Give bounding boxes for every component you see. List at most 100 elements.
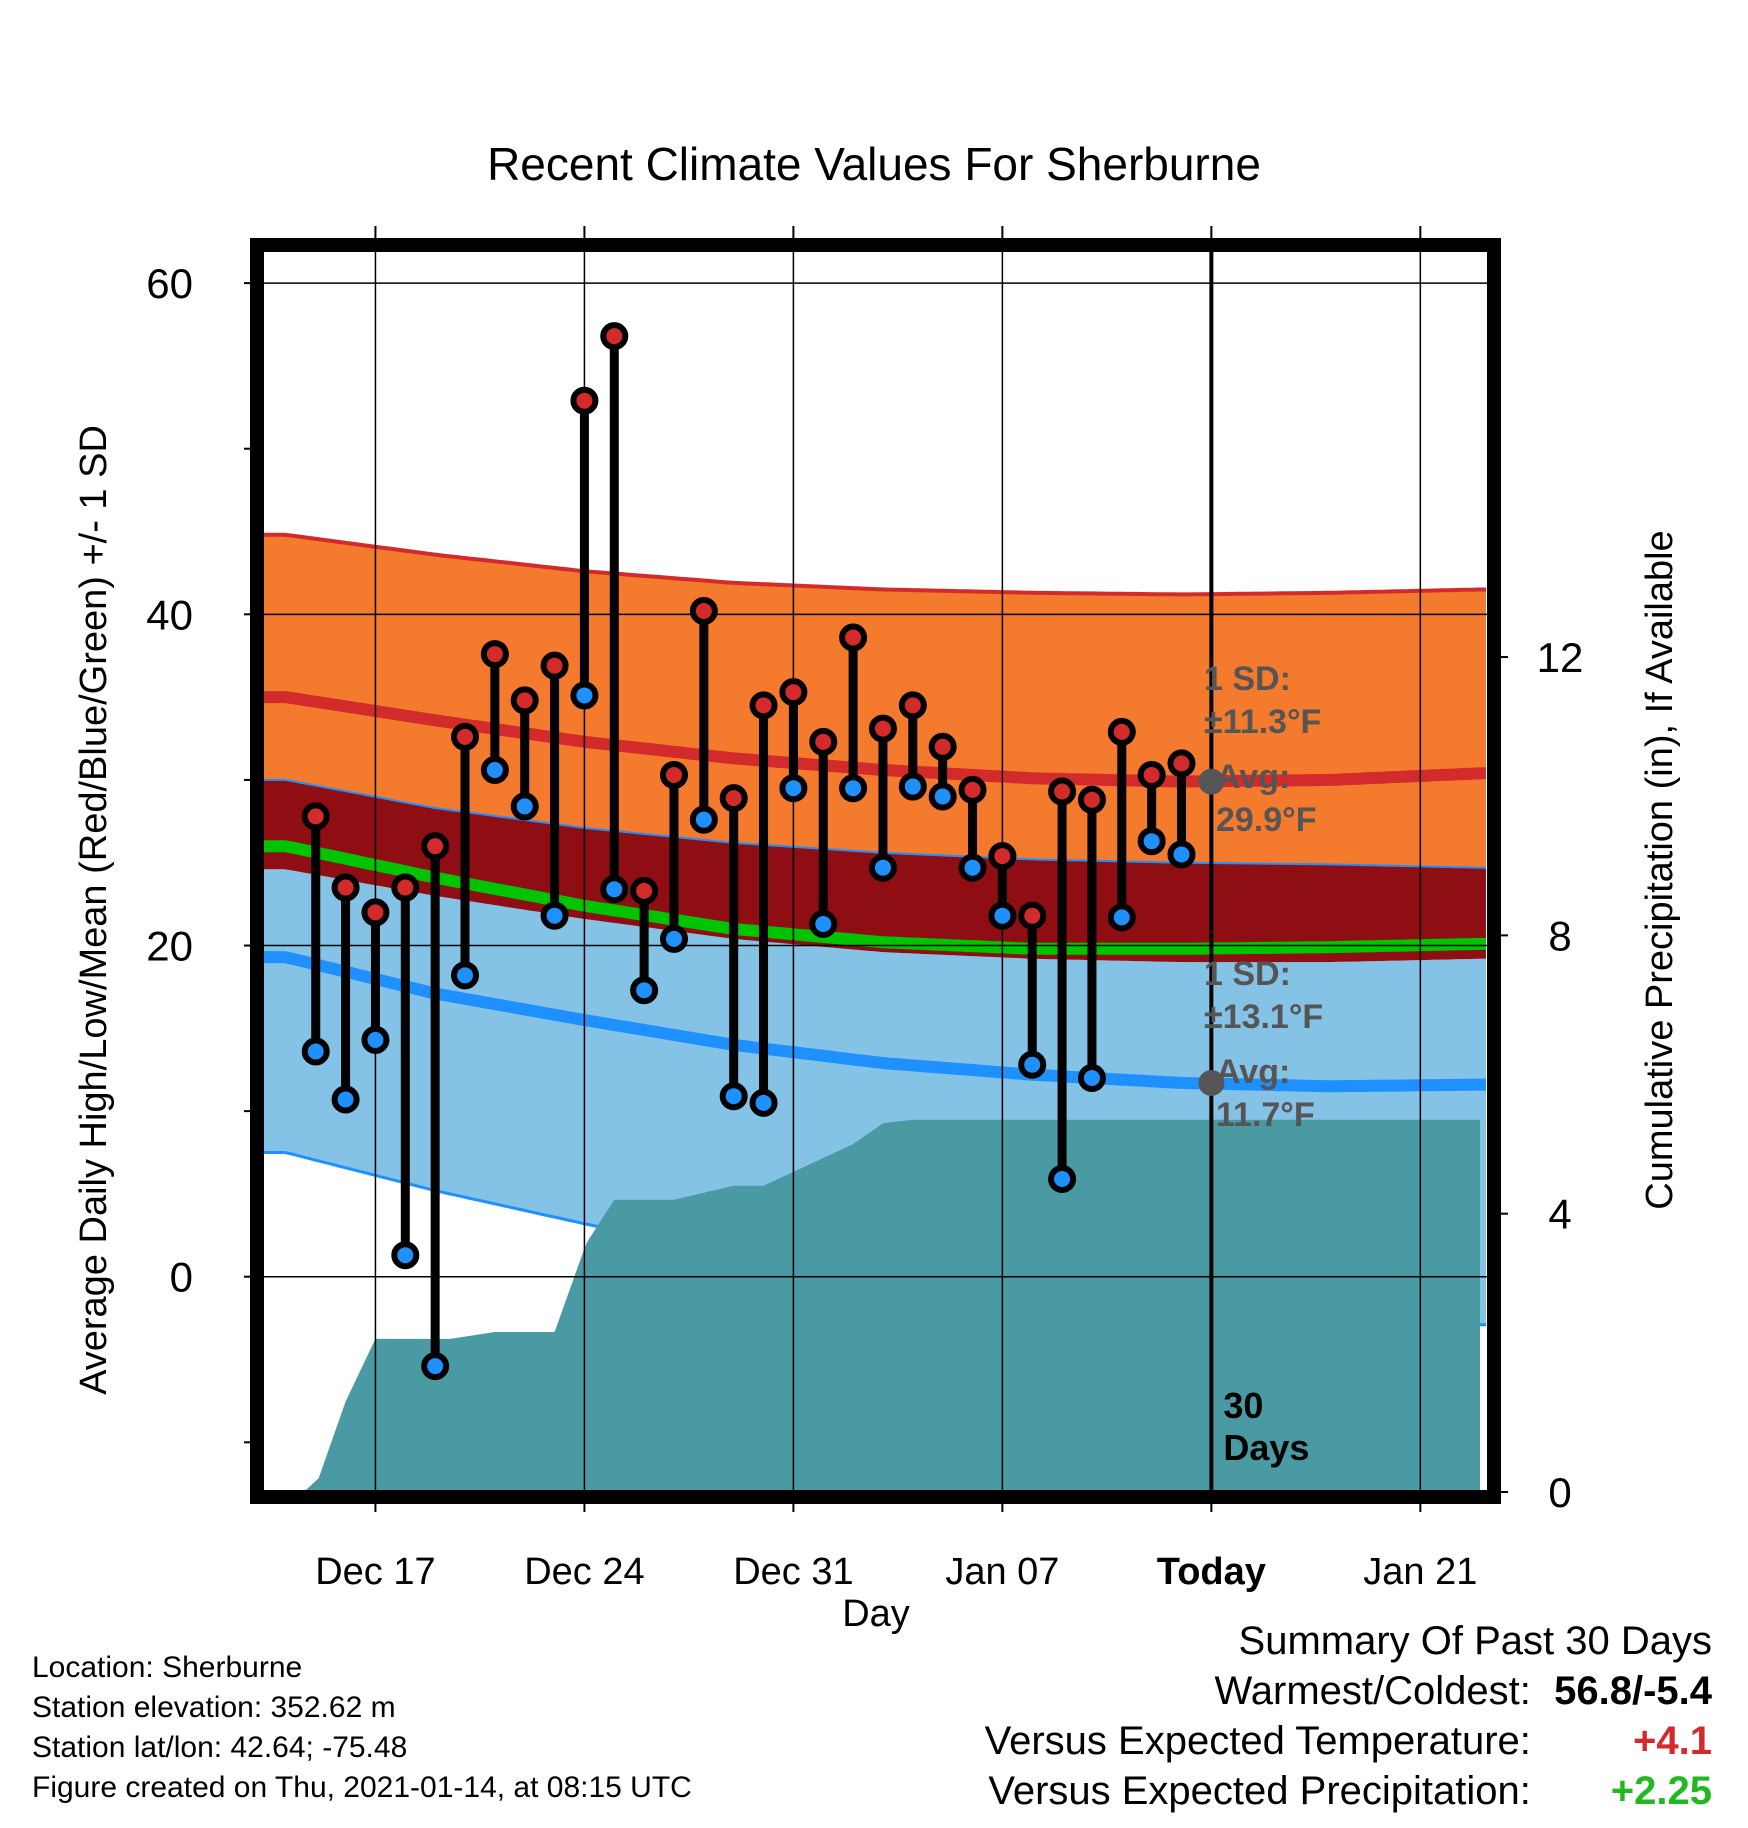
summary-warm-cold-row: Warmest/Coldest: 56.8/-5.4 [985,1666,1713,1716]
low-point [988,901,1017,930]
low-point [1048,1165,1077,1194]
low-point [839,774,868,803]
high-point [510,686,539,715]
high-point [1048,777,1077,806]
high-point [480,640,509,669]
low-point [480,755,509,784]
today-days-label-0: 30 [1223,1385,1263,1426]
summary-title: Summary Of Past 30 Days [1238,1619,1712,1663]
high-point [689,597,718,626]
y2-tick-label: 4 [1548,1191,1571,1238]
warm-cold-label: Warmest/Coldest: [1214,1669,1531,1713]
low-point [600,875,629,904]
low-point [451,961,480,990]
low-point [689,805,718,834]
y-tick-label: 0 [170,1254,193,1301]
elevation-text: Station elevation: 352.62 m [32,1691,396,1724]
y-tick-label: 20 [146,923,193,970]
high-point [331,873,360,902]
high-point [1018,901,1047,930]
low-point [779,774,808,803]
y2-tick-label: 0 [1548,1469,1571,1516]
y-tick-label: 60 [146,260,193,307]
high-point [809,727,838,756]
annotation-high-sd-value: ±11.3°F [1204,703,1321,741]
high-point [779,678,808,707]
x-tick-label: Jan 07 [945,1551,1059,1593]
high-point [361,898,390,927]
summary-temp-row: Versus Expected Temperature: +4.1 [985,1716,1712,1766]
low-point [809,909,838,938]
chart-title: Recent Climate Values For Sherburne [487,138,1261,190]
low-point [1137,827,1166,856]
low-avg-marker [1198,1069,1225,1096]
low-point [868,853,897,882]
y-axis-label: Average Daily High/Low/Mean (Red/Blue/Gr… [73,425,115,1395]
high-point [839,623,868,652]
high-point [988,842,1017,871]
high-point [1137,760,1166,789]
low-point [361,1025,390,1054]
high-point [928,732,957,761]
high-point [600,322,629,351]
low-point [570,681,599,710]
high-point [868,714,897,743]
low-normal-line [262,951,1486,1093]
annotation-high-avg-value: 29.9°F [1216,801,1317,839]
high-point [898,691,927,720]
plot-frame [250,238,1501,1504]
location-text: Location: Sherburne [32,1651,303,1684]
precip-vs-expected-value: +2.25 [1610,1769,1712,1813]
y2-axis-label: Cumulative Precipitation (in), If Availa… [1639,530,1681,1209]
high-upper-line [262,532,1486,597]
low-point [659,924,688,953]
low-point [749,1088,778,1117]
high-avg-marker [1198,768,1225,795]
high-point [659,760,688,789]
summary-panel: Summary Of Past 30 Days Warmest/Coldest:… [985,1616,1712,1816]
low-point [1107,903,1136,932]
station-info: Location: Sherburne Station elevation: 3… [32,1648,692,1808]
precipitation-area [279,1119,1480,1492]
y-tick-label: 40 [146,591,193,638]
annotation-low-sd-value: ±13.1°F [1204,998,1323,1036]
low-point [898,772,927,801]
y2-tick-label: 8 [1548,912,1571,959]
low-point [391,1241,420,1270]
high-point [570,386,599,415]
low-point [540,901,569,930]
annotation-high-avg: Avg: [1216,758,1290,796]
high-point [749,691,778,720]
high-point [1167,749,1196,778]
high-point [719,784,748,813]
temp-vs-expected-label: Versus Expected Temperature: [984,1719,1531,1763]
x-tick-label: Dec 31 [733,1551,853,1593]
low-point [630,976,659,1005]
precip-vs-expected-label: Versus Expected Precipitation: [988,1769,1531,1813]
latlon-text: Station lat/lon: 42.64; -75.48 [32,1731,408,1764]
x-axis-label: Day [842,1593,910,1635]
low-point [719,1082,748,1111]
low-point [1018,1050,1047,1079]
high-point [1107,717,1136,746]
high-point [958,775,987,804]
y2-tick-label: 12 [1537,634,1584,681]
annotation-low-sd: 1 SD: [1204,955,1291,993]
low-point [928,782,957,811]
created-text: Figure created on Thu, 2021-01-14, at 08… [32,1771,692,1804]
x-tick-label: Dec 24 [524,1551,644,1593]
high-point [1077,785,1106,814]
low-point [1167,840,1196,869]
warm-cold-value: 56.8/-5.4 [1554,1669,1712,1713]
high-point [391,873,420,902]
annotation-low-avg: Avg: [1216,1053,1290,1091]
high-point [630,876,659,905]
high-point [421,832,450,861]
high-point [301,802,330,831]
x-tick-label: Today [1157,1551,1266,1593]
annotation-low-avg-value: 11.7°F [1216,1096,1315,1134]
low-point [421,1352,450,1381]
temp-vs-expected-value: +4.1 [1633,1719,1712,1763]
low-point [1077,1064,1106,1092]
